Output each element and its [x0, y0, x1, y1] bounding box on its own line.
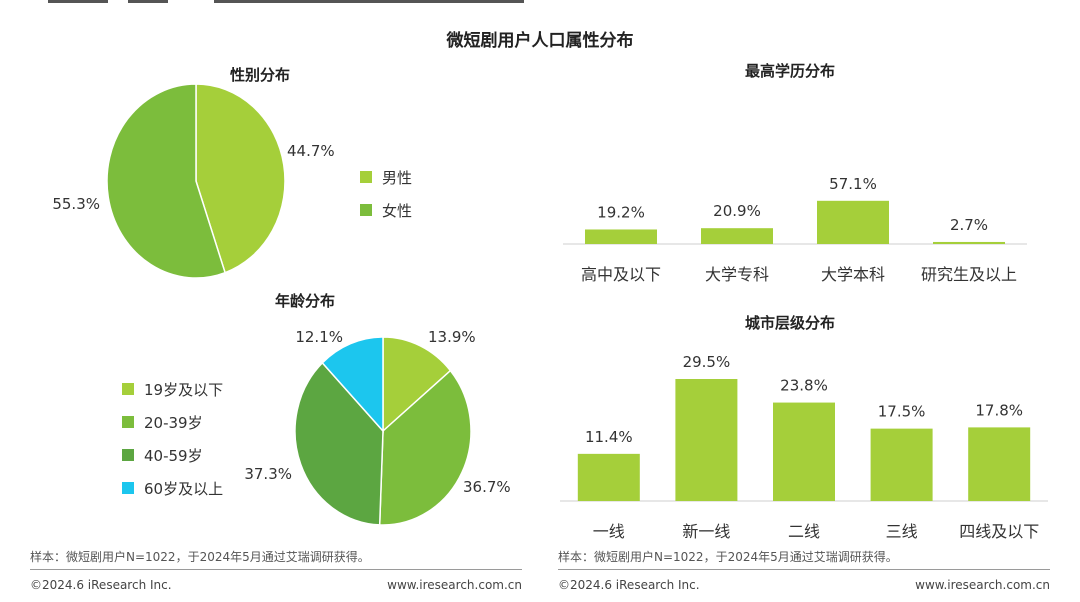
- edu-bar-1: [701, 228, 773, 244]
- edu-bar-2: [817, 200, 889, 244]
- city-tier-bar-chart: 11.4% 一线 29.5% 新一线 23.8% 二线 17.5% 三线 17.8% 四线及以下: [560, 353, 1048, 541]
- city-value-label-3: 17.5%: [878, 403, 926, 421]
- edu-value-label-1: 20.9%: [713, 202, 761, 220]
- top-cropped-strip: [0, 0, 1080, 4]
- edu-value-label-3: 2.7%: [950, 216, 988, 234]
- city-bar-1: [675, 379, 738, 501]
- copyright-left: ©2024.6 iResearch Inc.: [30, 578, 172, 592]
- legend-item-age-60-above: 60岁及以上: [122, 477, 223, 499]
- city-value-label-1: 29.5%: [683, 353, 731, 371]
- legend-label-male: 男性: [382, 168, 413, 187]
- legend-item-age-20-39: 20-39岁: [122, 411, 223, 433]
- gender-pie-chart: 44.7% 55.3%: [52, 83, 335, 279]
- gender-slice-0: [195, 83, 286, 274]
- legend-item-age-19-below: 19岁及以下: [122, 378, 223, 400]
- age-chart-title: 年龄分布: [274, 292, 335, 310]
- legend-item-male: 男性: [360, 166, 412, 188]
- main-title: 微短剧用户人口属性分布: [446, 31, 634, 51]
- age-value-label-3: 12.1%: [295, 328, 343, 346]
- copyright-right: ©2024.6 iResearch Inc.: [558, 578, 700, 592]
- edu-value-label-0: 19.2%: [597, 203, 645, 221]
- age-value-label-2: 37.3%: [244, 465, 292, 483]
- city-bar-2: [773, 402, 835, 501]
- age-pie-chart: 13.9% 36.7% 37.3% 12.1%: [244, 328, 511, 526]
- gender-legend: 男性 女性: [360, 166, 412, 232]
- city-value-label-4: 17.8%: [975, 401, 1023, 419]
- age-value-label-1: 36.7%: [463, 478, 511, 496]
- city-bar-4: [968, 427, 1031, 501]
- education-bar-chart: 19.2% 高中及以下 20.9% 大学专科 57.1% 大学本科 2.7% 研究生及以上: [563, 175, 1027, 284]
- age-slice-2: [294, 361, 384, 526]
- edu-category-label-0: 高中及以下: [581, 265, 661, 284]
- city-bar-3: [870, 428, 933, 501]
- city-category-label-1: 新一线: [682, 522, 730, 541]
- legend-swatch-male: [360, 171, 372, 183]
- legend-swatch-age-20-39: [122, 416, 134, 428]
- city-value-label-2: 23.8%: [780, 377, 828, 395]
- gender-chart-title: 性别分布: [229, 66, 290, 84]
- gender-slice-1: [106, 83, 227, 279]
- footer-divider-left: [30, 569, 522, 570]
- legend-swatch-age-40-59: [122, 449, 134, 461]
- city-bar-0: [577, 453, 640, 501]
- gender-value-label-1: 55.3%: [52, 195, 100, 213]
- city-category-label-3: 三线: [886, 522, 918, 541]
- city-category-label-0: 一线: [593, 522, 625, 541]
- gender-value-label-0: 44.7%: [287, 142, 335, 160]
- legend-label-age-19-below: 19岁及以下: [144, 380, 224, 399]
- city-chart-title: 城市层级分布: [744, 314, 835, 332]
- city-value-label-0: 11.4%: [585, 428, 633, 446]
- website-right: www.iresearch.com.cn: [915, 578, 1050, 592]
- age-slice-0: [382, 336, 452, 433]
- edu-category-label-2: 大学本科: [821, 265, 885, 284]
- legend-swatch-female: [360, 204, 372, 216]
- legend-label-age-40-59: 40-59岁: [144, 446, 203, 465]
- legend-label-age-60-above: 60岁及以上: [144, 479, 224, 498]
- footer-divider-right: [558, 569, 1050, 570]
- edu-category-label-3: 研究生及以上: [921, 265, 1017, 284]
- legend-item-age-40-59: 40-59岁: [122, 444, 223, 466]
- education-chart-title: 最高学历分布: [744, 62, 835, 80]
- age-slice-1: [378, 369, 472, 526]
- legend-label-female: 女性: [382, 201, 413, 220]
- age-value-label-0: 13.9%: [428, 328, 476, 346]
- city-category-label-2: 二线: [788, 522, 820, 541]
- edu-bar-3: [933, 241, 1005, 244]
- sample-note-right: 样本：微短剧用户N=1022，于2024年5月通过艾瑞调研获得。: [558, 550, 898, 564]
- edu-category-label-1: 大学专科: [705, 265, 769, 284]
- legend-item-female: 女性: [360, 199, 412, 221]
- website-left: www.iresearch.com.cn: [387, 578, 522, 592]
- age-legend: 19岁及以下 20-39岁 40-59岁 60岁及以上: [122, 378, 223, 510]
- sample-note-left: 样本：微短剧用户N=1022，于2024年5月通过艾瑞调研获得。: [30, 550, 370, 564]
- legend-swatch-age-19-below: [122, 383, 134, 395]
- legend-swatch-age-60-above: [122, 482, 134, 494]
- age-slice-3: [321, 336, 384, 433]
- city-category-label-4: 四线及以下: [959, 522, 1039, 541]
- edu-bar-0: [585, 229, 657, 244]
- legend-label-age-20-39: 20-39岁: [144, 413, 203, 432]
- edu-value-label-2: 57.1%: [829, 175, 877, 193]
